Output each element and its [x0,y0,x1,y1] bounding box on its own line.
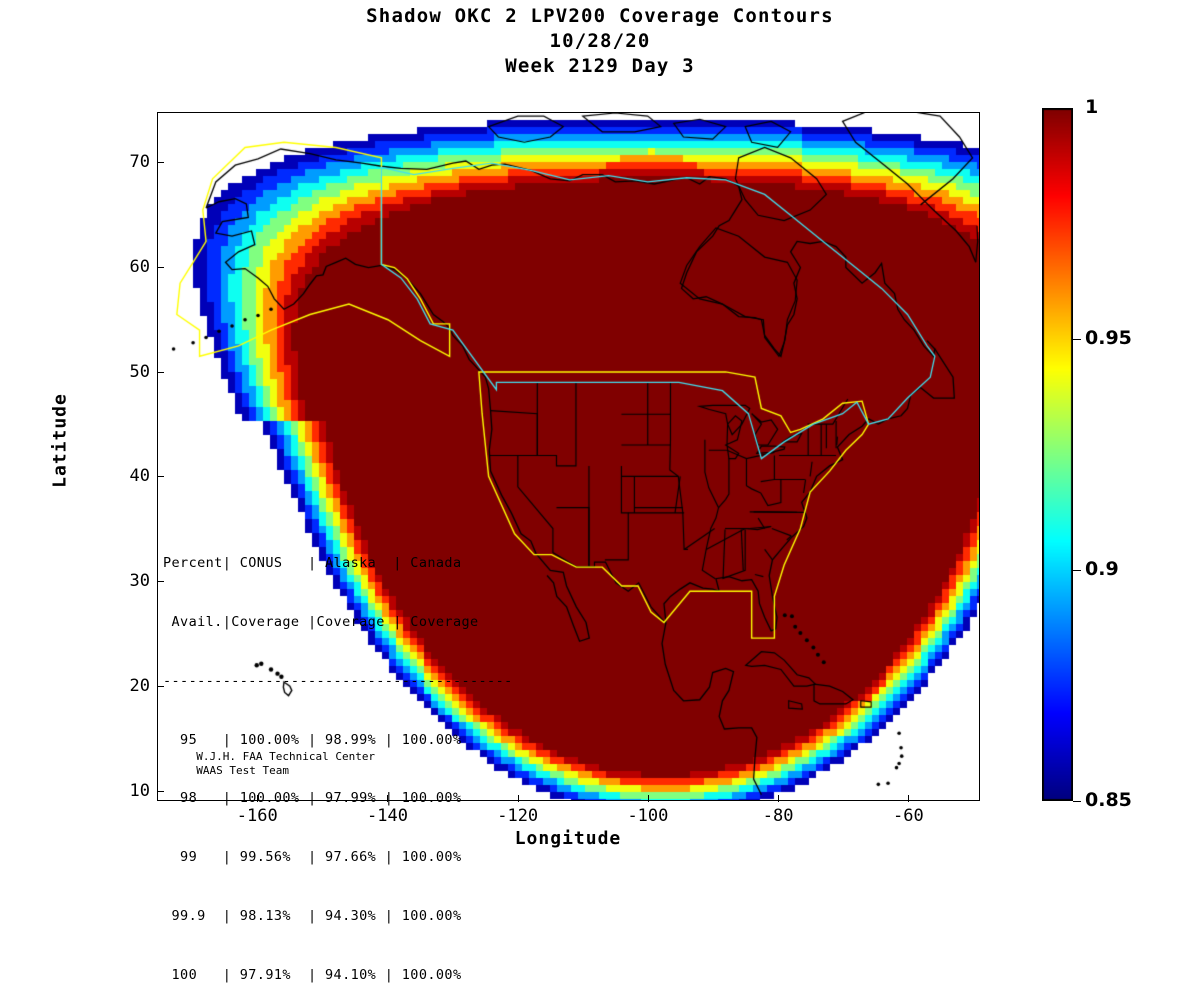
coverage-contour-map [158,113,979,800]
stats-header-2: Avail.|Coverage |Coverage | Coverage [163,613,479,630]
x-tick-mark [257,795,259,802]
credit-block: W.J.H. FAA Technical Center WAAS Test Te… [183,736,375,778]
x-tick-mark [647,795,649,802]
y-tick-label: 50 [129,361,150,382]
colorbar [1042,108,1073,801]
y-tick-mark [157,790,164,792]
colorbar-tick-mark [1073,801,1081,802]
x-axis-label: Longitude [514,828,622,849]
table-row: 98 | 100.00% | 97.99% | 100.00% [163,790,462,807]
colorbar-tick-mark [1073,570,1081,571]
colorbar-gradient [1042,108,1073,801]
title-line-2: 10/28/20 [549,30,651,52]
x-tick-label: -100 [627,806,669,826]
y-tick-mark [157,581,164,583]
credit-line-1: W.J.H. FAA Technical Center [196,750,376,763]
x-tick-label: -160 [236,806,278,826]
y-tick-label: 30 [129,571,150,592]
table-row: 99 | 99.56% | 97.66% | 100.00% [163,849,462,866]
y-tick-label: 40 [129,466,150,487]
y-tick-label: 10 [129,780,150,801]
y-tick-mark [157,162,164,164]
colorbar-tick-label: 1 [1085,96,1099,118]
stats-header-1: Percent| CONUS | Alaska | Canada [163,555,462,572]
x-tick-mark [908,795,910,802]
y-tick-label: 70 [129,152,150,173]
x-tick-mark [517,795,519,802]
table-row: 95 | 100.00% | 98.99% | 100.00% [163,731,462,748]
colorbar-tick-mark [1073,339,1081,340]
y-tick-mark [157,685,164,687]
chart-title: Shadow OKC 2 LPV200 Coverage Contours 10… [0,4,1200,79]
y-tick-label: 60 [129,256,150,277]
x-tick-label: -80 [762,806,794,826]
x-tick-mark [778,795,780,802]
y-axis-label: Latitude [49,393,71,488]
y-tick-mark [157,371,164,373]
table-row: 99.9 | 98.13% | 94.30% | 100.00% [163,907,462,924]
x-tick-label: -60 [893,806,924,826]
title-line-1: Shadow OKC 2 LPV200 Coverage Contours [366,5,834,27]
colorbar-tick-label: 0.9 [1085,558,1119,580]
y-tick-mark [157,476,164,478]
title-line-3: Week 2129 Day 3 [505,55,695,77]
x-tick-mark [387,795,389,802]
colorbar-tick-label: 0.85 [1085,789,1132,811]
stats-separator: ----------------------------------------… [163,672,513,689]
credit-line-2: WAAS Test Team [196,764,289,777]
y-tick-mark [157,266,164,268]
colorbar-tick-label: 0.95 [1085,327,1132,349]
y-tick-label: 20 [129,675,150,696]
table-row: 100 | 97.91% | 94.10% | 100.00% [163,966,462,983]
map-plot-area [157,112,980,801]
x-tick-label: -120 [497,806,539,826]
x-tick-label: -140 [367,806,408,826]
